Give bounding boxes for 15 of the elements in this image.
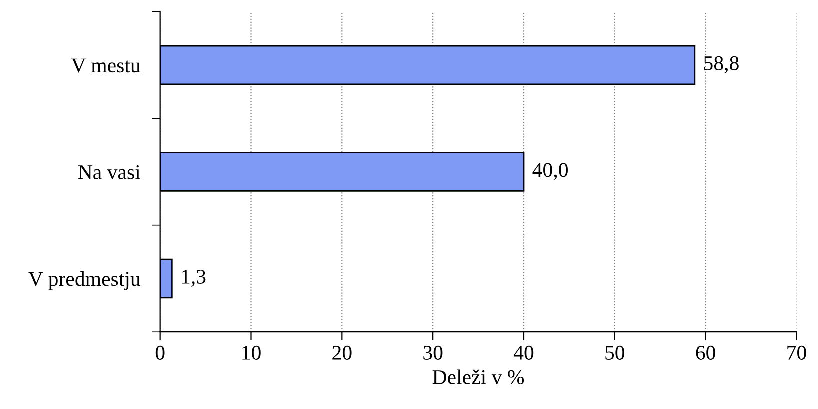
data-label: 1,3 xyxy=(182,270,206,287)
x-tick-label: 0 xyxy=(156,346,165,360)
x-tick-label: 40 xyxy=(514,346,534,360)
x-tick-label: 60 xyxy=(696,346,716,360)
x-tick-label: 70 xyxy=(788,346,806,360)
y-tick-label: V mestu xyxy=(71,58,141,73)
x-axis-title: Deleži v % xyxy=(432,370,524,384)
x-tick-label: 30 xyxy=(424,346,443,360)
y-tick-label: V predmestju xyxy=(28,272,141,290)
y-tick-label: Na vasi xyxy=(78,165,140,180)
x-tick-label: 10 xyxy=(242,346,261,360)
data-label: 40,0 xyxy=(532,163,568,180)
x-tick-label: 20 xyxy=(332,346,352,360)
data-label: 58,8 xyxy=(704,56,739,74)
x-tick-label: 50 xyxy=(606,346,625,360)
